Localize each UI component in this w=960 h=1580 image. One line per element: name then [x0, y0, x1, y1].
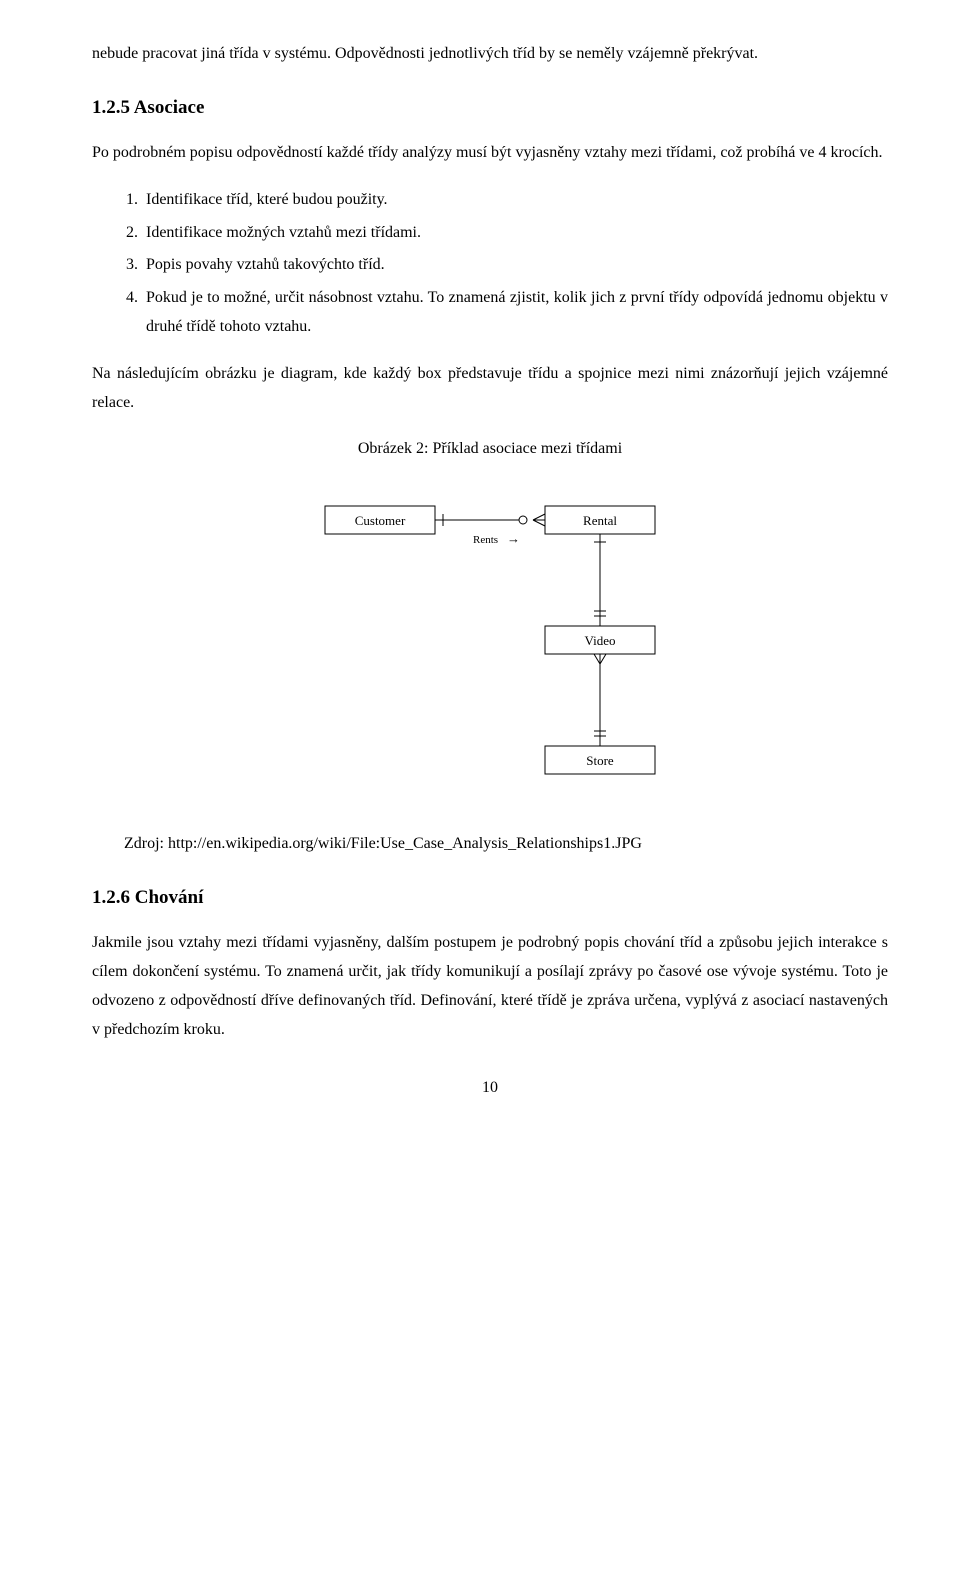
- edge-label: Rents: [473, 534, 498, 546]
- paragraph-asociace: Po podrobném popisu odpovědností každé t…: [92, 139, 888, 168]
- node-rental: Rental: [583, 513, 617, 528]
- paragraph-follow: Na následujícím obrázku je diagram, kde …: [92, 360, 888, 418]
- heading-asociace: 1.2.5 Asociace: [92, 91, 888, 125]
- arrow-icon: →: [507, 531, 520, 546]
- node-customer: Customer: [355, 513, 406, 528]
- step-item: Pokud je to možné, určit násobnost vztah…: [142, 284, 888, 342]
- figure-caption: Obrázek 2: Příklad asociace mezi třídami: [92, 435, 888, 464]
- step-item: Popis povahy vztahů takovýchto tříd.: [142, 251, 888, 280]
- page-number: 10: [92, 1074, 888, 1103]
- steps-list: Identifikace tříd, které budou použity. …: [92, 186, 888, 342]
- step-item: Identifikace tříd, které budou použity.: [142, 186, 888, 215]
- step-item: Identifikace možných vztahů mezi třídami…: [142, 219, 888, 248]
- class-diagram: Customer Rental Video Store Rents →: [92, 486, 888, 796]
- diagram-svg: Customer Rental Video Store Rents →: [305, 486, 675, 796]
- figure-source: Zdroj: http://en.wikipedia.org/wiki/File…: [124, 830, 888, 859]
- node-video: Video: [585, 633, 616, 648]
- node-store: Store: [586, 753, 614, 768]
- heading-chovani: 1.2.6 Chování: [92, 881, 888, 915]
- paragraph-intro: nebude pracovat jiná třída v systému. Od…: [92, 40, 888, 69]
- paragraph-chovani: Jakmile jsou vztahy mezi třídami vyjasně…: [92, 929, 888, 1044]
